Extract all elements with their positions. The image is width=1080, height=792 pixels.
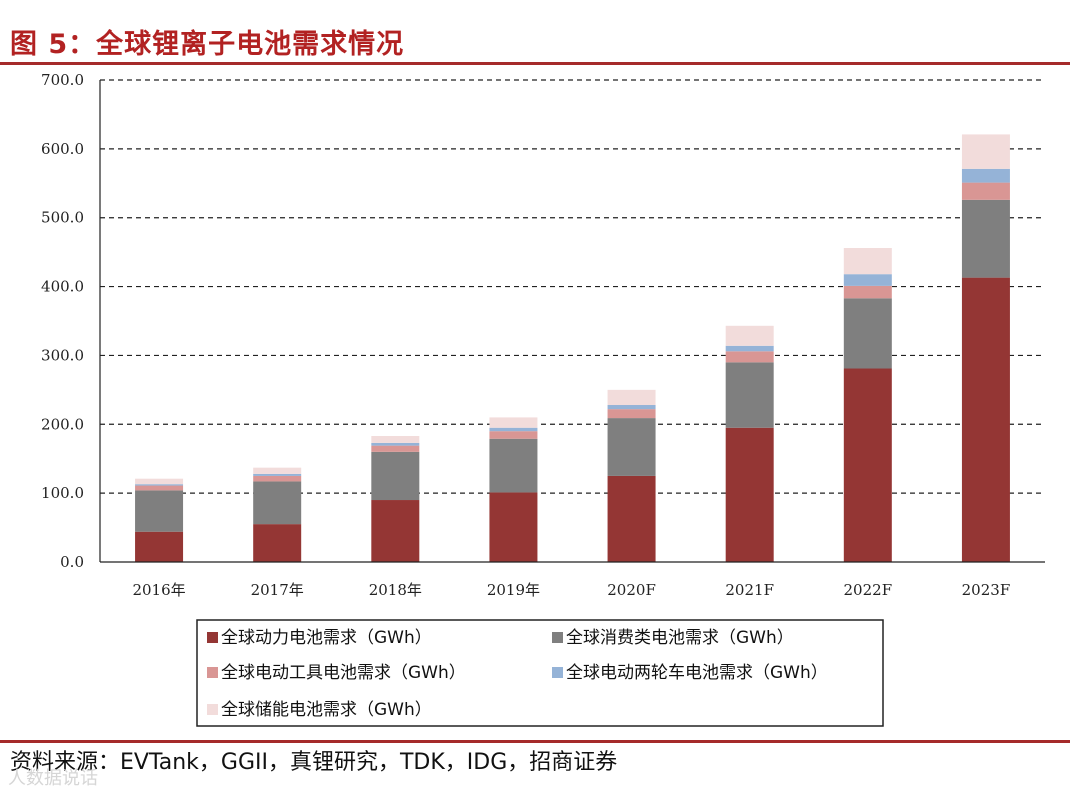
bottom-rule — [0, 740, 1070, 743]
x-tick-label: 2019年 — [487, 581, 540, 599]
legend-swatch — [207, 632, 218, 643]
source-note: 资料来源：EVTank，GGII，真锂研究，TDK，IDG，招商证券 — [10, 750, 618, 775]
x-tick-label: 2022F — [844, 581, 893, 599]
legend-label: 全球消费类电池需求（GWh） — [566, 628, 794, 648]
bar-segment — [725, 351, 774, 363]
x-tick-label: 2017年 — [251, 581, 304, 599]
bar-segment — [371, 435, 420, 443]
bar-segment — [607, 409, 656, 419]
bar-segment — [843, 298, 892, 369]
bar-segment — [843, 274, 892, 286]
x-tick-label: 2023F — [962, 581, 1011, 599]
bar-segment — [725, 362, 774, 428]
legend-swatch — [207, 667, 218, 678]
x-tick-label: 2018年 — [369, 581, 422, 599]
x-tick-labels: 2016年 2017年 2018年 2019年 2020F 2021F 2022F 2023F — [132, 581, 1010, 599]
gridlines — [100, 79, 1045, 494]
bar-segment — [253, 475, 302, 482]
y-tick-label: 400.0 — [41, 278, 84, 296]
bar-segment — [961, 134, 1010, 169]
y-tick-label: 700.0 — [41, 71, 84, 89]
y-tick-label: 600.0 — [41, 140, 84, 158]
bars — [135, 134, 1010, 562]
bar-segment — [371, 442, 420, 446]
bar-segment — [489, 417, 538, 428]
bar-segment — [725, 325, 774, 346]
y-tick-label: 0.0 — [60, 553, 84, 571]
x-tick-label: 2016年 — [132, 581, 185, 599]
bar-segment — [253, 473, 302, 476]
legend: 全球动力电池需求（GWh） 全球消费类电池需求（GWh） 全球电动工具电池需求（GW… — [196, 619, 884, 727]
bar-segment — [135, 531, 184, 562]
bar-segment — [135, 485, 184, 491]
bar-segment — [253, 481, 302, 525]
bar-segment — [135, 490, 184, 532]
chart: 0.0 100.0 200.0 300.0 400.0 500.0 600.0 700.0 2… — [41, 71, 1045, 727]
y-tick-label: 100.0 — [41, 484, 84, 502]
bar-segment — [725, 427, 774, 562]
bar-segment — [489, 438, 538, 493]
top-rule — [0, 62, 1070, 65]
y-tick-labels: 0.0 100.0 200.0 300.0 400.0 500.0 600.0 700.0 — [41, 71, 84, 571]
bar-segment — [843, 248, 892, 275]
x-tick-label: 2020F — [607, 581, 656, 599]
bar-segment — [253, 467, 302, 474]
bar-segment — [489, 492, 538, 562]
y-tick-label: 500.0 — [41, 209, 84, 227]
bar-segment — [961, 168, 1010, 183]
bar-segment — [961, 199, 1010, 278]
watermark: 人数据说话 — [8, 768, 98, 789]
bar-segment — [607, 418, 656, 476]
bar-segment — [371, 451, 420, 501]
bar-segment — [843, 285, 892, 299]
bar-segment — [607, 389, 656, 406]
bar-segment — [253, 524, 302, 562]
bar-segment — [961, 277, 1010, 562]
axes — [99, 80, 1045, 563]
bar-segment — [961, 182, 1010, 200]
legend-label: 全球电动工具电池需求（GWh） — [221, 663, 466, 683]
legend-label: 全球储能电池需求（GWh） — [221, 700, 432, 720]
bar-segment — [725, 345, 774, 352]
y-tick-label: 300.0 — [41, 346, 84, 364]
legend-label: 全球电动两轮车电池需求（GWh） — [566, 663, 828, 683]
y-tick-label: 200.0 — [41, 415, 84, 433]
bar-segment — [489, 427, 538, 432]
legend-swatch — [552, 667, 563, 678]
figure-title: 图 5：全球锂离子电池需求情况 — [10, 29, 405, 60]
bar-segment — [607, 405, 656, 410]
legend-label: 全球动力电池需求（GWh） — [221, 628, 432, 648]
legend-swatch — [552, 632, 563, 643]
bar-segment — [843, 368, 892, 562]
bar-segment — [371, 445, 420, 452]
bar-segment — [489, 431, 538, 439]
bar-segment — [135, 484, 184, 486]
bar-segment — [371, 500, 420, 562]
bar-segment — [135, 478, 184, 485]
legend-box — [196, 619, 884, 727]
bar-segment — [607, 475, 656, 562]
legend-swatch — [207, 704, 218, 715]
x-tick-label: 2021F — [725, 581, 774, 599]
